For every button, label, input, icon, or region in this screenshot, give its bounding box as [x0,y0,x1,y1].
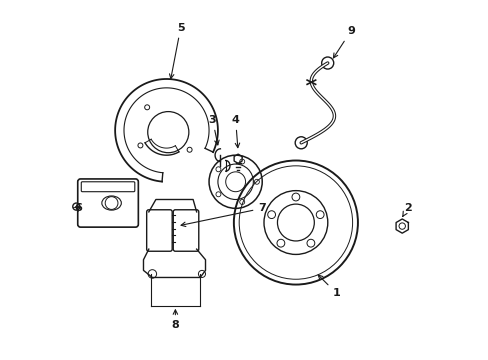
Text: 5: 5 [169,23,184,78]
Text: 9: 9 [333,26,354,58]
Text: 2: 2 [402,203,410,216]
Circle shape [295,137,306,149]
Text: 7: 7 [181,203,265,226]
Text: 4: 4 [231,115,239,148]
Text: 8: 8 [171,310,179,330]
Text: 1: 1 [318,275,340,298]
Text: 6: 6 [74,203,81,213]
Circle shape [321,57,333,69]
Text: 3: 3 [208,115,219,145]
